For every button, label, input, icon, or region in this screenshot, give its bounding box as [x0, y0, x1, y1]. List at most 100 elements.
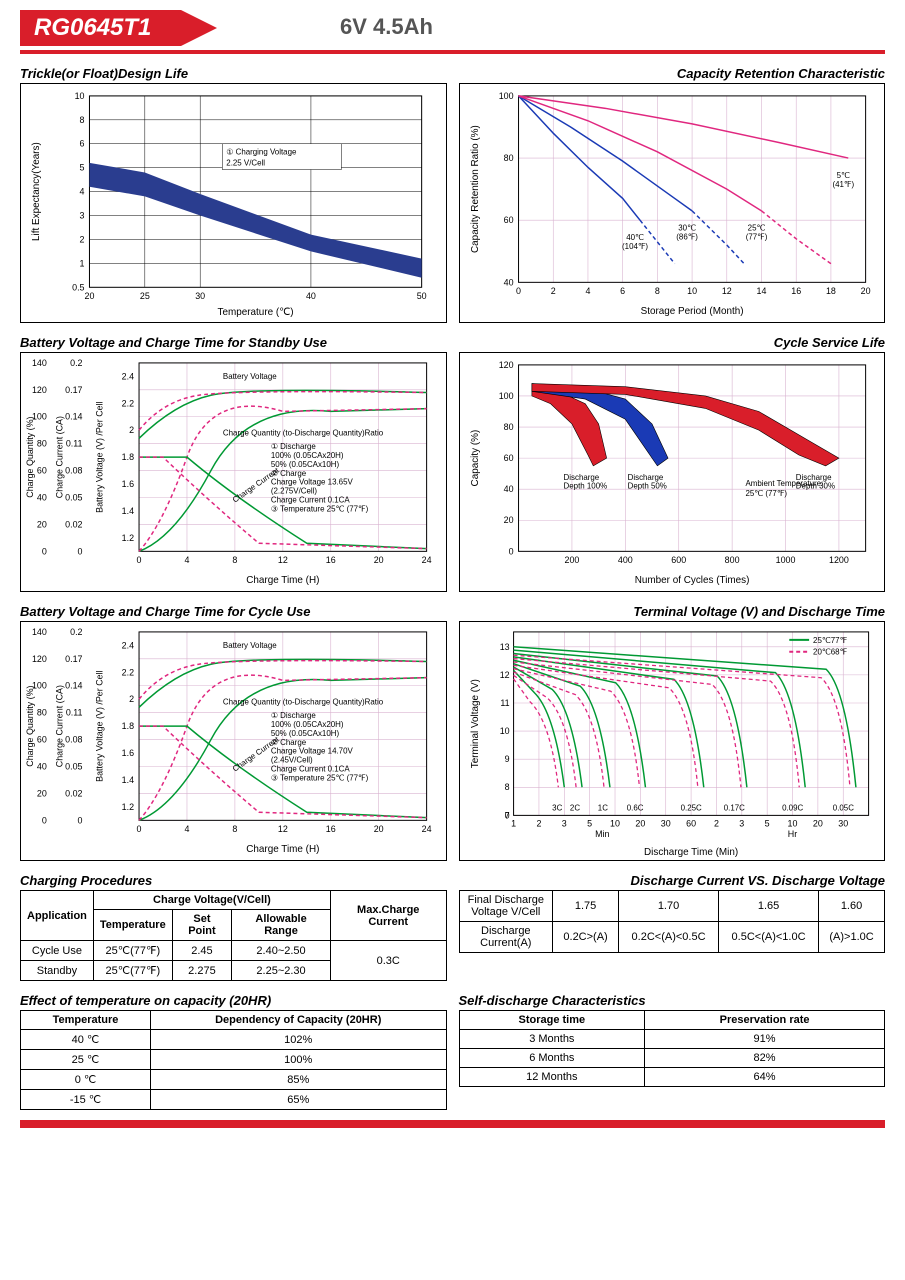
svg-text:(104℉): (104℉)	[622, 242, 648, 251]
svg-text:24: 24	[422, 555, 432, 565]
tempeffect-title: Effect of temperature on capacity (20HR)	[20, 993, 447, 1008]
svg-text:Charge Voltage 14.70V: Charge Voltage 14.70V	[271, 747, 354, 756]
svg-text:30℃: 30℃	[678, 224, 696, 233]
svg-text:1.6: 1.6	[122, 748, 134, 758]
svg-text:30: 30	[838, 818, 848, 828]
svg-text:0: 0	[137, 824, 142, 834]
svg-text:1: 1	[80, 258, 85, 268]
svg-text:2C: 2C	[569, 803, 579, 812]
table-row: 0 ℃85%	[21, 1070, 447, 1090]
svg-text:1.4: 1.4	[122, 775, 134, 785]
svg-text:Depth 100%: Depth 100%	[563, 482, 607, 491]
svg-text:0.25C: 0.25C	[680, 803, 701, 812]
svg-text:30: 30	[195, 291, 205, 301]
svg-text:11: 11	[500, 698, 509, 708]
svg-text:0.6C: 0.6C	[626, 803, 643, 812]
svg-text:60: 60	[503, 453, 513, 463]
svg-text:0.11: 0.11	[66, 708, 83, 718]
svg-text:Storage Period (Month): Storage Period (Month)	[640, 306, 743, 317]
svg-text:60: 60	[37, 735, 47, 745]
svg-text:25℃: 25℃	[747, 224, 765, 233]
charging-title: Charging Procedures	[20, 873, 447, 888]
svg-text:16: 16	[326, 555, 336, 565]
svg-text:12: 12	[499, 670, 509, 680]
svg-text:0.2: 0.2	[70, 358, 82, 368]
svg-text:2.4: 2.4	[122, 371, 134, 381]
table-row: 6 Months82%	[459, 1049, 885, 1068]
spec-text: 6V 4.5Ah	[340, 14, 433, 40]
svg-text:5℃: 5℃	[836, 171, 849, 180]
svg-text:6: 6	[620, 286, 625, 296]
svg-text:Charge Current 0.1CA: Charge Current 0.1CA	[271, 496, 351, 505]
svg-text:2.4: 2.4	[122, 640, 134, 650]
svg-text:100: 100	[498, 391, 513, 401]
svg-text:20: 20	[374, 555, 384, 565]
svg-text:Battery Voltage (V) /Per Cell: Battery Voltage (V) /Per Cell	[94, 401, 104, 512]
table-row: 12 Months64%	[459, 1068, 885, 1087]
svg-text:0.2: 0.2	[70, 627, 82, 637]
svg-text:3: 3	[80, 210, 85, 220]
svg-text:0: 0	[508, 546, 513, 556]
svg-text:0.08: 0.08	[65, 466, 82, 476]
svg-text:③ Temperature 25℃ (77℉): ③ Temperature 25℃ (77℉)	[271, 774, 369, 783]
svg-text:Temperature (℃): Temperature (℃)	[218, 307, 294, 318]
svg-text:0.17: 0.17	[65, 385, 82, 395]
svg-text:12: 12	[721, 286, 731, 296]
svg-text:0.14: 0.14	[65, 412, 82, 422]
svg-text:140: 140	[32, 358, 47, 368]
svg-text:8: 8	[654, 286, 659, 296]
svg-text:Capacity Retention Ratio (%): Capacity Retention Ratio (%)	[469, 125, 480, 253]
svg-text:0.14: 0.14	[65, 681, 82, 691]
cyclelife-chart: DischargeDepth 100%DischargeDepth 50%Dis…	[459, 352, 886, 592]
svg-text:20: 20	[812, 818, 822, 828]
retention-title: Capacity Retention Characteristic	[459, 66, 886, 81]
svg-text:25: 25	[140, 291, 150, 301]
svg-text:0.08: 0.08	[65, 735, 82, 745]
svg-text:25℃ (77℉): 25℃ (77℉)	[745, 489, 787, 498]
svg-text:Depth 50%: Depth 50%	[627, 482, 666, 491]
svg-text:16: 16	[791, 286, 801, 296]
svg-text:10: 10	[610, 818, 620, 828]
cyclecharge-chart: 02040608010012014000.020.050.080.110.140…	[20, 621, 447, 861]
table-row: Final Discharge Voltage V/Cell 1.75 1.70…	[459, 891, 885, 922]
svg-text:2: 2	[713, 818, 718, 828]
svg-text:1.2: 1.2	[122, 533, 134, 543]
retention-chart: 40℃(104℉)30℃(86℉)25℃(77℉)5℃(41℉)02468101…	[459, 83, 886, 323]
terminal-title: Terminal Voltage (V) and Discharge Time	[459, 604, 886, 619]
svg-text:Charge Quantity (%): Charge Quantity (%)	[25, 417, 35, 498]
svg-text:0: 0	[137, 555, 142, 565]
svg-text:Charge Quantity (to-Discharge: Charge Quantity (to-Discharge Quantity)R…	[223, 698, 384, 707]
svg-text:40: 40	[306, 291, 316, 301]
table-row: 3 Months91%	[459, 1030, 885, 1049]
svg-text:50% (0.05CAx10H): 50% (0.05CAx10H)	[271, 460, 340, 469]
svg-text:0: 0	[42, 815, 47, 825]
svg-text:20: 20	[635, 818, 645, 828]
svg-text:800: 800	[724, 555, 739, 565]
svg-text:60: 60	[686, 818, 696, 828]
svg-text:12: 12	[278, 824, 288, 834]
svg-text:40℃: 40℃	[626, 233, 644, 242]
svg-text:0.02: 0.02	[65, 788, 82, 798]
svg-text:120: 120	[498, 360, 513, 370]
tempeffect-table: TemperatureDependency of Capacity (20HR)…	[20, 1010, 447, 1110]
svg-text:8: 8	[80, 115, 85, 125]
svg-text:(2.275V/Cell): (2.275V/Cell)	[271, 487, 318, 496]
svg-text:2.25 V/Cell: 2.25 V/Cell	[226, 159, 265, 168]
svg-text:② Charge: ② Charge	[271, 469, 307, 478]
svg-text:Discharge: Discharge	[563, 473, 599, 482]
svg-text:Capacity (%): Capacity (%)	[469, 430, 480, 487]
svg-text:50% (0.05CAx10H): 50% (0.05CAx10H)	[271, 729, 340, 738]
svg-text:Battery Voltage: Battery Voltage	[223, 641, 277, 650]
svg-text:20: 20	[503, 515, 513, 525]
svg-text:5: 5	[80, 163, 85, 173]
svg-text:0: 0	[504, 810, 509, 820]
svg-text:40: 40	[503, 484, 513, 494]
svg-text:1.8: 1.8	[122, 721, 134, 731]
svg-text:8: 8	[232, 824, 237, 834]
svg-text:0.5: 0.5	[72, 282, 84, 292]
cyclecharge-title: Battery Voltage and Charge Time for Cycl…	[20, 604, 447, 619]
svg-text:13: 13	[499, 642, 509, 652]
svg-text:20: 20	[37, 788, 47, 798]
svg-text:2: 2	[129, 425, 134, 435]
svg-text:140: 140	[32, 627, 47, 637]
